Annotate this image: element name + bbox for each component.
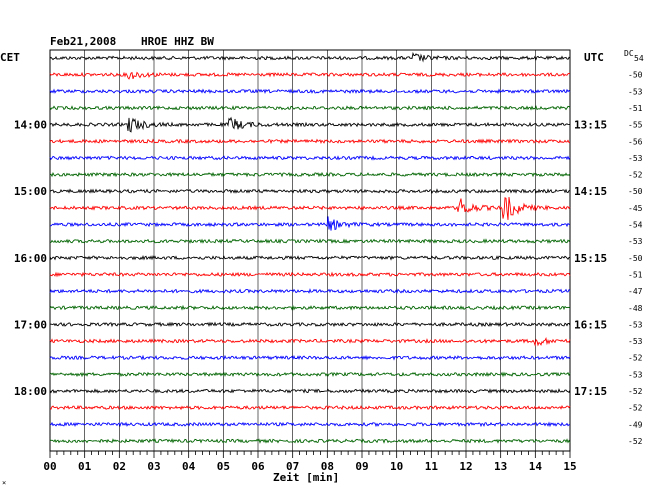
x-tick-label-14: 14	[529, 460, 543, 473]
dc-offset-label: -47	[628, 287, 643, 296]
dc-offset-label: -45	[628, 204, 643, 213]
trace-23	[49, 438, 571, 444]
dc-offset-label: -52	[628, 354, 643, 363]
trace-15	[49, 304, 571, 311]
dc-offset-label: -53	[628, 320, 643, 329]
x-tick-label-05: 05	[217, 460, 230, 473]
utc-hour-label: 15:15	[574, 252, 607, 265]
x-tick-label-12: 12	[459, 460, 472, 473]
trace-20	[49, 388, 571, 394]
trace-0	[49, 51, 571, 63]
trace-14	[49, 288, 571, 294]
right-timezone-label: UTC	[584, 51, 604, 64]
dc-offset-label: -51	[628, 104, 643, 113]
trace-19	[49, 371, 571, 378]
dc-offset-label: -52	[628, 404, 643, 413]
utc-hour-label: 16:15	[574, 318, 607, 331]
x-tick-label-13: 13	[494, 460, 507, 473]
trace-10	[50, 216, 571, 231]
hour-labels: 14:00 15:00 16:00 17:00 18:00 13:15 14:15 15:15…	[14, 71, 643, 446]
trace-3	[49, 105, 571, 111]
trace-16	[49, 321, 571, 328]
cet-hour-label: 16:00	[14, 252, 47, 265]
x-tick-label-09: 09	[355, 460, 368, 473]
utc-hour-label: 13:15	[574, 119, 607, 132]
dc-offset-label: -50	[628, 187, 643, 196]
dc-offset-label: -53	[628, 237, 643, 246]
grid	[49, 49, 571, 452]
x-axis: 00 01 02 03 04 05 06 07 08 09 10 11 12 13 14 15	[43, 451, 577, 473]
cet-hour-label: 14:00	[14, 119, 47, 132]
trace-22	[49, 421, 571, 428]
dc-offset-label: -51	[628, 270, 643, 279]
dc-offset-label: -53	[628, 337, 643, 346]
dc-offset-label: -52	[628, 437, 643, 446]
trace-1	[49, 71, 571, 80]
dc-offset-label: -53	[628, 87, 643, 96]
cet-hour-label: 15:00	[14, 185, 47, 198]
x-tick-label-10: 10	[390, 460, 403, 473]
dc-first-value: 54	[634, 54, 644, 63]
chart-date: Feb21,2008	[50, 35, 116, 48]
left-timezone-label: CET	[0, 51, 20, 64]
dc-offset-label: -55	[628, 121, 643, 130]
trace-5	[49, 138, 571, 145]
dc-offset-label: -56	[628, 137, 643, 146]
dc-offset-label: -52	[628, 171, 643, 180]
plot-frame	[49, 49, 571, 452]
dc-label: DC	[624, 49, 634, 58]
trace-11	[49, 238, 571, 244]
x-tick-label-08: 08	[321, 460, 334, 473]
trace-2	[49, 88, 571, 95]
trace-7	[49, 171, 571, 178]
trace-21	[49, 404, 571, 411]
x-tick-label-02: 02	[113, 460, 126, 473]
x-tick-label-07: 07	[286, 460, 299, 473]
dc-offset-label: -50	[628, 71, 643, 80]
dc-offset-label: -48	[628, 304, 643, 313]
x-tick-label-03: 03	[147, 460, 160, 473]
x-tick-label-00: 00	[43, 460, 56, 473]
dc-offset-label: -49	[628, 420, 643, 429]
traces	[49, 51, 571, 444]
x-tick-label-11: 11	[425, 460, 439, 473]
trace-8	[49, 188, 571, 195]
x-tick-label-15: 15	[563, 460, 576, 473]
dc-offset-label: -50	[628, 254, 643, 263]
x-axis-label: Zeit [min]	[273, 471, 339, 484]
chart-station: HROE HHZ BW	[141, 35, 214, 48]
cet-hour-label: 17:00	[14, 318, 47, 331]
x-tick-label-01: 01	[78, 460, 92, 473]
dc-offset-label: -53	[628, 154, 643, 163]
trace-4	[49, 116, 571, 133]
trace-13	[49, 271, 571, 278]
cet-hour-label: 18:00	[14, 385, 47, 398]
x-tick-label-04: 04	[182, 460, 196, 473]
utc-hour-label: 17:15	[574, 385, 607, 398]
x-tick-label-06: 06	[251, 460, 265, 473]
utc-hour-label: 14:15	[574, 185, 607, 198]
dc-offset-label: -54	[628, 221, 643, 230]
trace-12	[49, 254, 570, 261]
corner-mark: ×	[2, 479, 6, 487]
trace-17	[49, 336, 571, 347]
dc-offset-label: -53	[628, 370, 643, 379]
trace-6	[49, 155, 571, 161]
trace-18	[49, 354, 571, 361]
dc-offset-label: -52	[628, 387, 643, 396]
trace-9	[49, 196, 571, 220]
